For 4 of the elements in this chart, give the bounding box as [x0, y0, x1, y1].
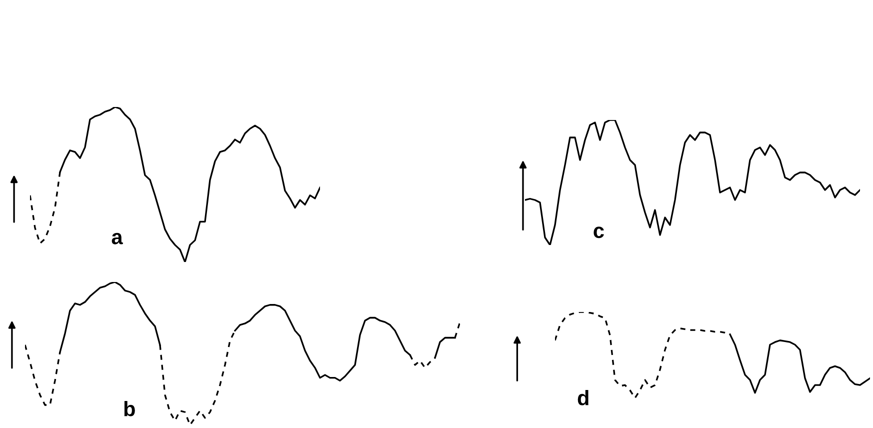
- annotation: a: [112, 232, 123, 244]
- annotation: d: [578, 390, 588, 406]
- annotation: b: [124, 400, 135, 416]
- annotation: c: [594, 226, 604, 238]
